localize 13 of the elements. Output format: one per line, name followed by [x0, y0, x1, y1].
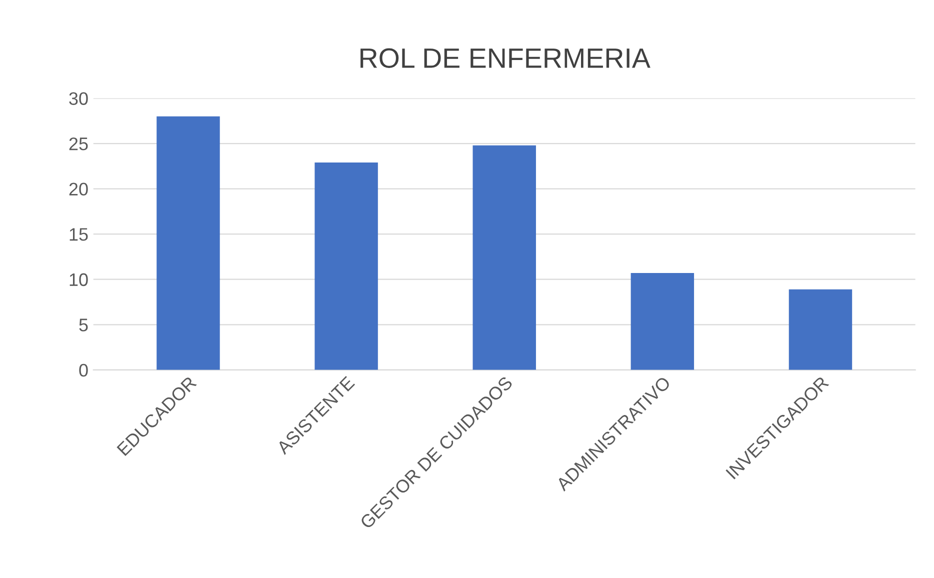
chart-title: ROL DE ENFERMERIA [360, 48, 650, 68]
bar [314, 162, 378, 370]
y-tick-label: 30 [69, 92, 88, 105]
y-tick-label: 20 [69, 182, 88, 196]
y-tick-label: 15 [70, 228, 88, 241]
y-tick-label: 10 [70, 273, 88, 286]
bar [630, 273, 694, 370]
y-tick-label: 25 [69, 137, 88, 150]
bar [472, 145, 536, 370]
bar [156, 116, 220, 370]
y-tick-label: 5 [79, 318, 88, 332]
bar [788, 289, 852, 370]
y-tick-label: 0 [79, 364, 88, 377]
